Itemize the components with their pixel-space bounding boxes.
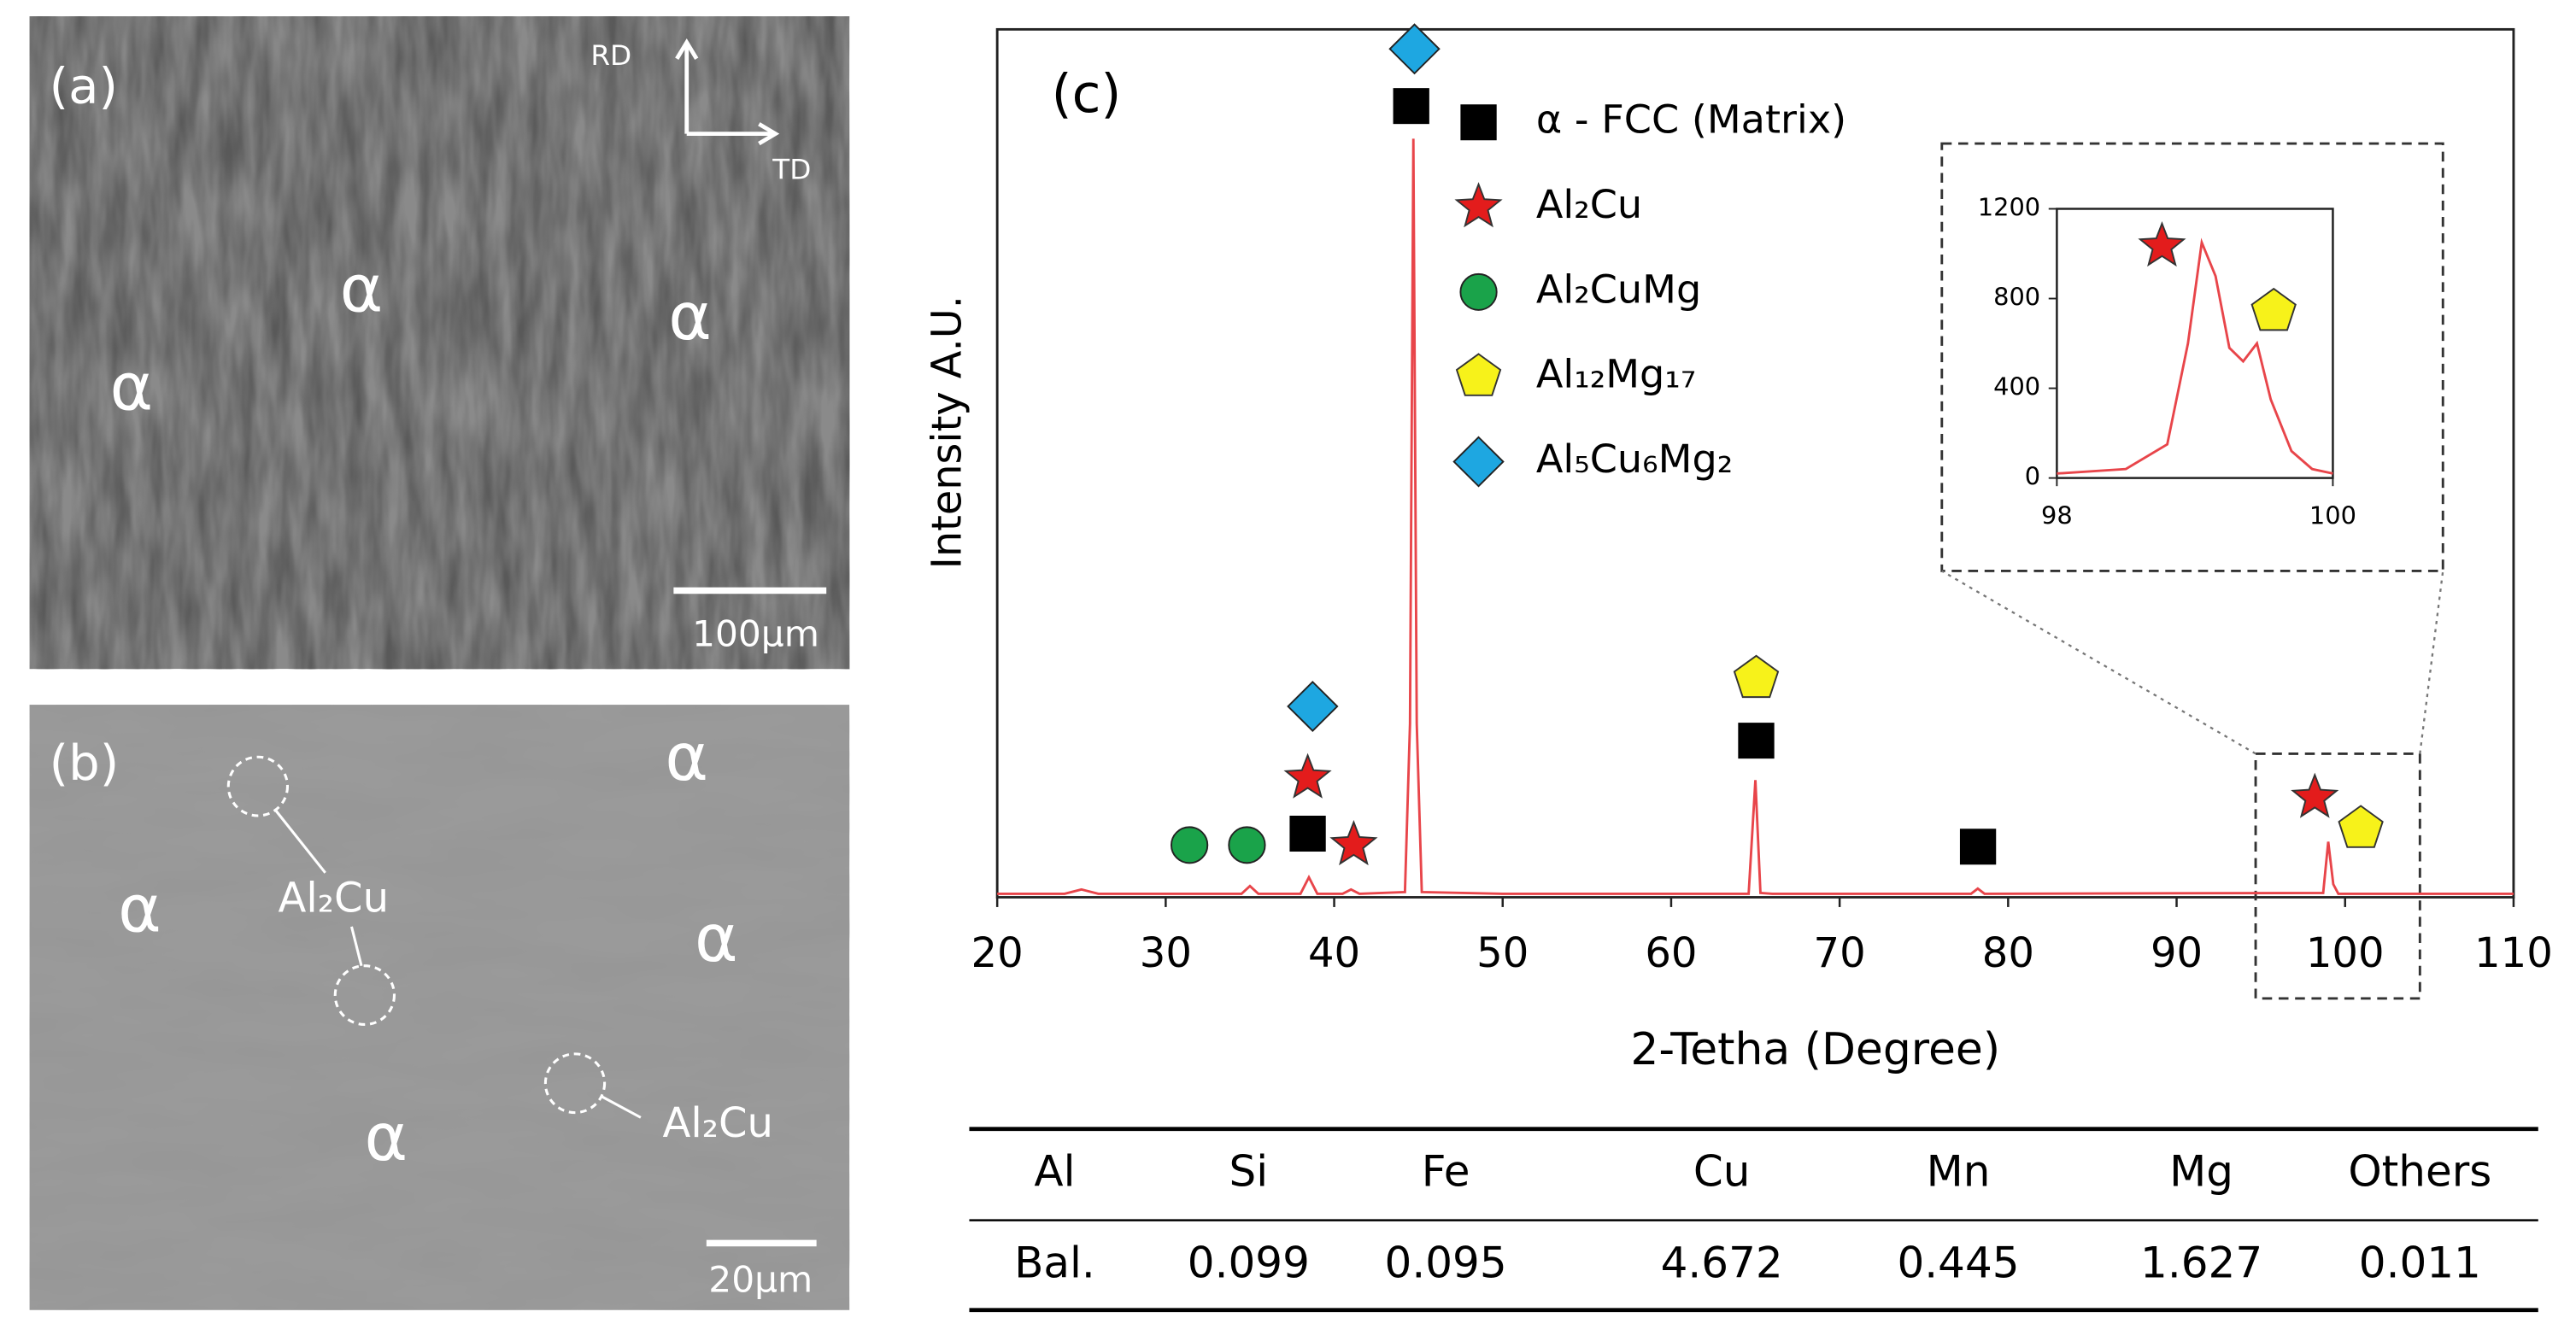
phase-label: α	[695, 901, 738, 977]
x-tick-label: 110	[2474, 930, 2553, 977]
pentagon-symbol	[1455, 353, 1502, 396]
matrix-symbol	[1738, 723, 1775, 759]
table-rules	[969, 1127, 2538, 1313]
table-cell: Bal.	[1014, 1239, 1095, 1288]
table-header: Mn	[1927, 1147, 1991, 1197]
inset-y-tick-label: 1200	[1978, 193, 2040, 222]
sem-texture-a	[29, 16, 850, 670]
table-cell: 0.095	[1385, 1239, 1507, 1288]
pentagon-symbol	[1733, 654, 1780, 699]
table-header: Al	[1034, 1147, 1075, 1197]
star-symbol	[2138, 221, 2186, 267]
x-tick-label: 40	[1308, 930, 1360, 977]
table-header: Fe	[1422, 1147, 1470, 1197]
y-axis-label: Intensity A.U.	[924, 296, 971, 569]
orientation-arrows	[675, 38, 780, 146]
table-header: Others	[2348, 1147, 2491, 1197]
zoom-lines	[1941, 570, 2444, 755]
table-cell: 0.011	[2359, 1239, 2481, 1288]
x-tick-label: 90	[2151, 930, 2203, 977]
pentagon-symbol	[2338, 805, 2384, 848]
x-tick-label: 20	[971, 930, 1024, 977]
particle-label: Al₂Cu	[279, 875, 390, 922]
panel-label: (a)	[50, 58, 118, 115]
particle-circles	[226, 755, 607, 1115]
particle-label: Al₂Cu	[663, 1100, 774, 1147]
td-label: TD	[772, 154, 811, 186]
panel-label: (b)	[50, 735, 120, 792]
table-header: Mg	[2169, 1147, 2233, 1197]
scale-label: 100μm	[692, 612, 819, 654]
table-header: Si	[1229, 1147, 1269, 1197]
legend-label: Al₁₂Mg₁₇	[1536, 351, 1696, 397]
phase-label: α	[340, 252, 384, 328]
legend-label: Al₅Cu₆Mg₂	[1536, 436, 1733, 482]
table-cell: 0.445	[1897, 1239, 2019, 1288]
rd-label: RD	[590, 39, 631, 72]
inset-frame	[2056, 208, 2334, 479]
circle-symbol	[1171, 826, 1209, 864]
x-tick-label: 70	[1814, 930, 1866, 977]
phase-label: α	[365, 1100, 408, 1176]
legend-label: α - FCC (Matrix)	[1536, 97, 1846, 143]
panel-label: (c)	[1052, 64, 1122, 125]
phase-label: α	[118, 872, 161, 948]
inset-y-tick-label: 0	[2025, 462, 2040, 491]
sem-texture-b	[29, 705, 850, 1310]
star-symbol	[1329, 819, 1378, 866]
xrd-line	[997, 138, 2514, 895]
circle-symbol	[1459, 272, 1498, 311]
table-cell: 1.627	[2140, 1239, 2262, 1288]
pentagon-symbol	[2250, 287, 2297, 331]
circle-symbol	[1228, 826, 1266, 864]
x-tick-label: 50	[1476, 930, 1529, 977]
inset-line	[2057, 237, 2333, 475]
annotation-leaders	[274, 810, 642, 1119]
x-tick-label: 100	[2306, 930, 2385, 977]
diamond-symbol	[1452, 436, 1505, 488]
x-tick-label: 30	[1140, 930, 1192, 977]
phase-label: α	[668, 279, 712, 355]
inset-y-tick-label: 400	[1993, 372, 2040, 401]
x-tick-label: 60	[1645, 930, 1697, 977]
table-cell: 0.099	[1188, 1239, 1310, 1288]
table-cell: 4.672	[1661, 1239, 1783, 1288]
phase-label: α	[665, 720, 708, 796]
inset-y-tick-label: 800	[1993, 283, 2040, 312]
star-symbol	[1454, 182, 1503, 228]
phase-symbols	[1171, 23, 2384, 866]
matrix-symbol	[1959, 829, 1997, 865]
star-symbol	[2291, 772, 2339, 818]
matrix-symbol	[1460, 104, 1497, 141]
legend-label: Al₂CuMg	[1536, 266, 1701, 312]
diamond-symbol	[1388, 23, 1441, 75]
inset-box	[1940, 142, 2444, 572]
star-symbol	[1283, 752, 1332, 799]
scale-label: 20μm	[708, 1259, 813, 1301]
zoom-box	[2254, 752, 2421, 1000]
phase-label: α	[109, 350, 153, 426]
matrix-symbol	[1289, 815, 1326, 852]
plot-frame	[995, 27, 2515, 899]
x-tick-label: 80	[1982, 930, 2034, 977]
inset-x-tick-label: 100	[2309, 501, 2356, 530]
matrix-symbol	[1393, 88, 1429, 125]
diamond-symbol	[1287, 681, 1339, 733]
inset-x-tick-label: 98	[2041, 501, 2073, 530]
legend-label: Al₂Cu	[1536, 181, 1642, 227]
table-header: Cu	[1693, 1147, 1751, 1197]
x-axis-label: 2-Tetha (Degree)	[1630, 1024, 2000, 1075]
